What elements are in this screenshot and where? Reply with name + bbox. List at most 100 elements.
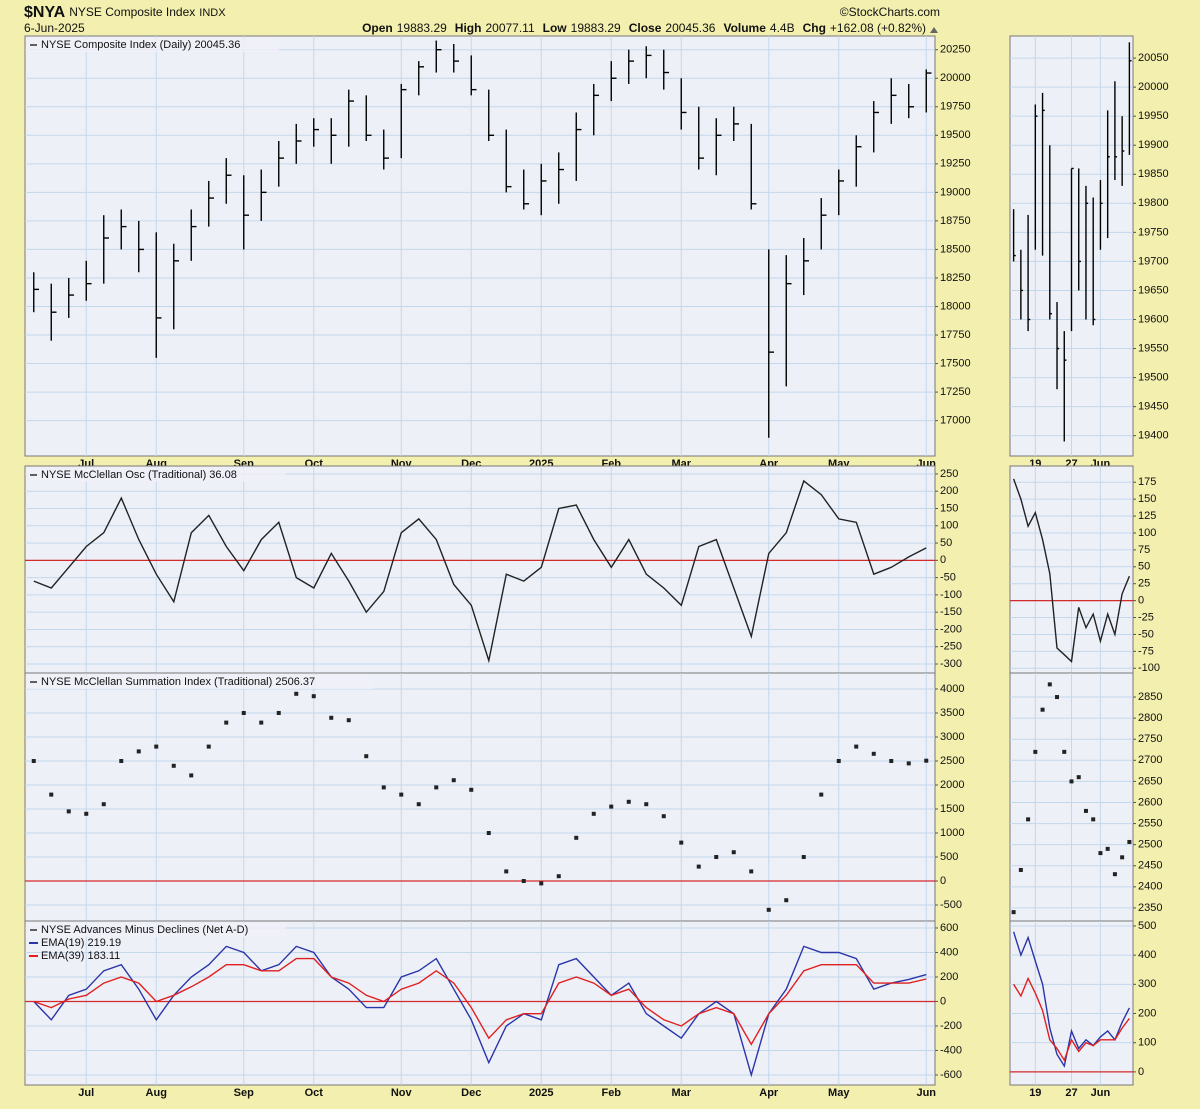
- dot: [276, 710, 281, 715]
- y-tick-label: 19850: [1138, 168, 1169, 180]
- dot: [84, 811, 89, 816]
- y-tick-label: 2550: [1138, 817, 1162, 829]
- panel: [24, 920, 936, 1086]
- y-tick-label: -300: [940, 658, 962, 670]
- y-tick-label: 300: [1138, 978, 1156, 990]
- dot: [784, 898, 789, 903]
- stat-value: 20077.11: [485, 21, 534, 35]
- stat-label: Chg: [803, 21, 826, 35]
- panel-title: NYSE McClellan Summation Index (Traditio…: [41, 676, 315, 688]
- dot: [189, 773, 194, 778]
- dot: [766, 907, 771, 912]
- y-tick-label: 18000: [940, 300, 971, 312]
- exchange: INDX: [199, 7, 226, 19]
- y-tick-label: 19700: [1138, 255, 1169, 267]
- dot: [1047, 682, 1052, 687]
- y-tick-label: -25: [1138, 611, 1154, 623]
- y-tick-label: 19000: [940, 186, 971, 198]
- stat-label: Open: [362, 21, 393, 35]
- y-tick-label: 17500: [940, 357, 971, 369]
- y-tick-label: 200: [1138, 1007, 1156, 1019]
- stats: Open 19883.29 High 20077.11 Low 19883.29 Close…: [362, 21, 926, 35]
- y-tick-label: 2750: [1138, 733, 1162, 745]
- stat-label: Low: [543, 21, 568, 35]
- dot: [1026, 817, 1031, 822]
- dot: [294, 691, 299, 696]
- stat-value: 20045.36: [665, 21, 715, 35]
- x-tick-label: 2025: [529, 1087, 553, 1099]
- legend-entry: EMA(19) 219.19: [41, 937, 121, 949]
- y-tick-label: 1000: [940, 827, 964, 839]
- y-tick-label: 50: [940, 537, 952, 549]
- dot: [504, 869, 509, 874]
- dot: [434, 785, 439, 790]
- series-line: [1012, 478, 1131, 663]
- x-tick-label: Dec: [461, 1087, 481, 1099]
- series-line: [1012, 931, 1131, 1068]
- panel: [24, 35, 936, 457]
- dot: [171, 763, 176, 768]
- x-tick-label: Sep: [234, 1087, 254, 1099]
- y-tick-label: 400: [940, 946, 958, 958]
- stat-value: 4.4B: [770, 21, 795, 35]
- dot: [1011, 910, 1016, 915]
- dot: [906, 761, 911, 766]
- y-tick-label: 19500: [1138, 371, 1169, 383]
- dot: [626, 799, 631, 804]
- y-tick-label: -250: [940, 641, 962, 653]
- stat-value: +162.08 (+0.82%): [830, 21, 926, 35]
- y-tick-label: 2500: [940, 755, 964, 767]
- dot: [241, 710, 246, 715]
- dot: [224, 720, 229, 725]
- y-tick-label: -200: [940, 623, 962, 635]
- chart-header: $NYA NYSE Composite Index INDX: [24, 4, 226, 21]
- y-tick-label: 18500: [940, 243, 971, 255]
- stat-value: 19883.29: [397, 21, 447, 35]
- y-tick-label: -150: [940, 606, 962, 618]
- y-tick-label: -200: [940, 1020, 962, 1032]
- title-bg: [26, 675, 374, 689]
- dot: [714, 855, 719, 860]
- dot: [1018, 867, 1023, 872]
- dot: [696, 864, 701, 869]
- dot: [1120, 855, 1125, 860]
- y-tick-label: 19500: [940, 129, 971, 141]
- dot: [854, 744, 859, 749]
- title-bg: [26, 468, 286, 482]
- y-tick-label: 19750: [1138, 226, 1169, 238]
- y-tick-label: -100: [1138, 662, 1160, 674]
- dot: [556, 874, 561, 879]
- y-tick-label: 19900: [1138, 139, 1169, 151]
- y-tick-label: 19600: [1138, 313, 1169, 325]
- y-tick-label: 50: [1138, 561, 1150, 573]
- stat-label: High: [455, 21, 482, 35]
- y-tick-label: 2600: [1138, 796, 1162, 808]
- panel-title: NYSE Composite Index (Daily) 20045.36: [41, 39, 240, 51]
- y-tick-label: -600: [940, 1069, 962, 1081]
- y-tick-label: 150: [940, 502, 958, 514]
- dot: [154, 744, 159, 749]
- dot: [609, 804, 614, 809]
- dot: [749, 869, 754, 874]
- x-tick-label: Jun: [916, 1087, 936, 1099]
- y-tick-label: 100: [940, 520, 958, 532]
- title-bg: [26, 923, 286, 937]
- y-tick-label: 175: [1138, 476, 1156, 488]
- dot: [66, 809, 71, 814]
- y-tick-label: -100: [940, 589, 962, 601]
- y-tick-label: -50: [1138, 628, 1154, 640]
- y-tick-label: 20000: [940, 72, 971, 84]
- y-tick-label: 4000: [940, 683, 964, 695]
- dot: [836, 758, 841, 763]
- dot: [259, 720, 264, 725]
- collapse-arrow[interactable]: [930, 27, 938, 33]
- stat-label: Volume: [723, 21, 766, 35]
- dot: [381, 785, 386, 790]
- y-tick-label: 2850: [1138, 691, 1162, 703]
- dot: [136, 749, 141, 754]
- x-tick-label: Jun: [1091, 1087, 1111, 1099]
- dot: [521, 879, 526, 884]
- dot: [661, 814, 666, 819]
- dot: [924, 758, 929, 763]
